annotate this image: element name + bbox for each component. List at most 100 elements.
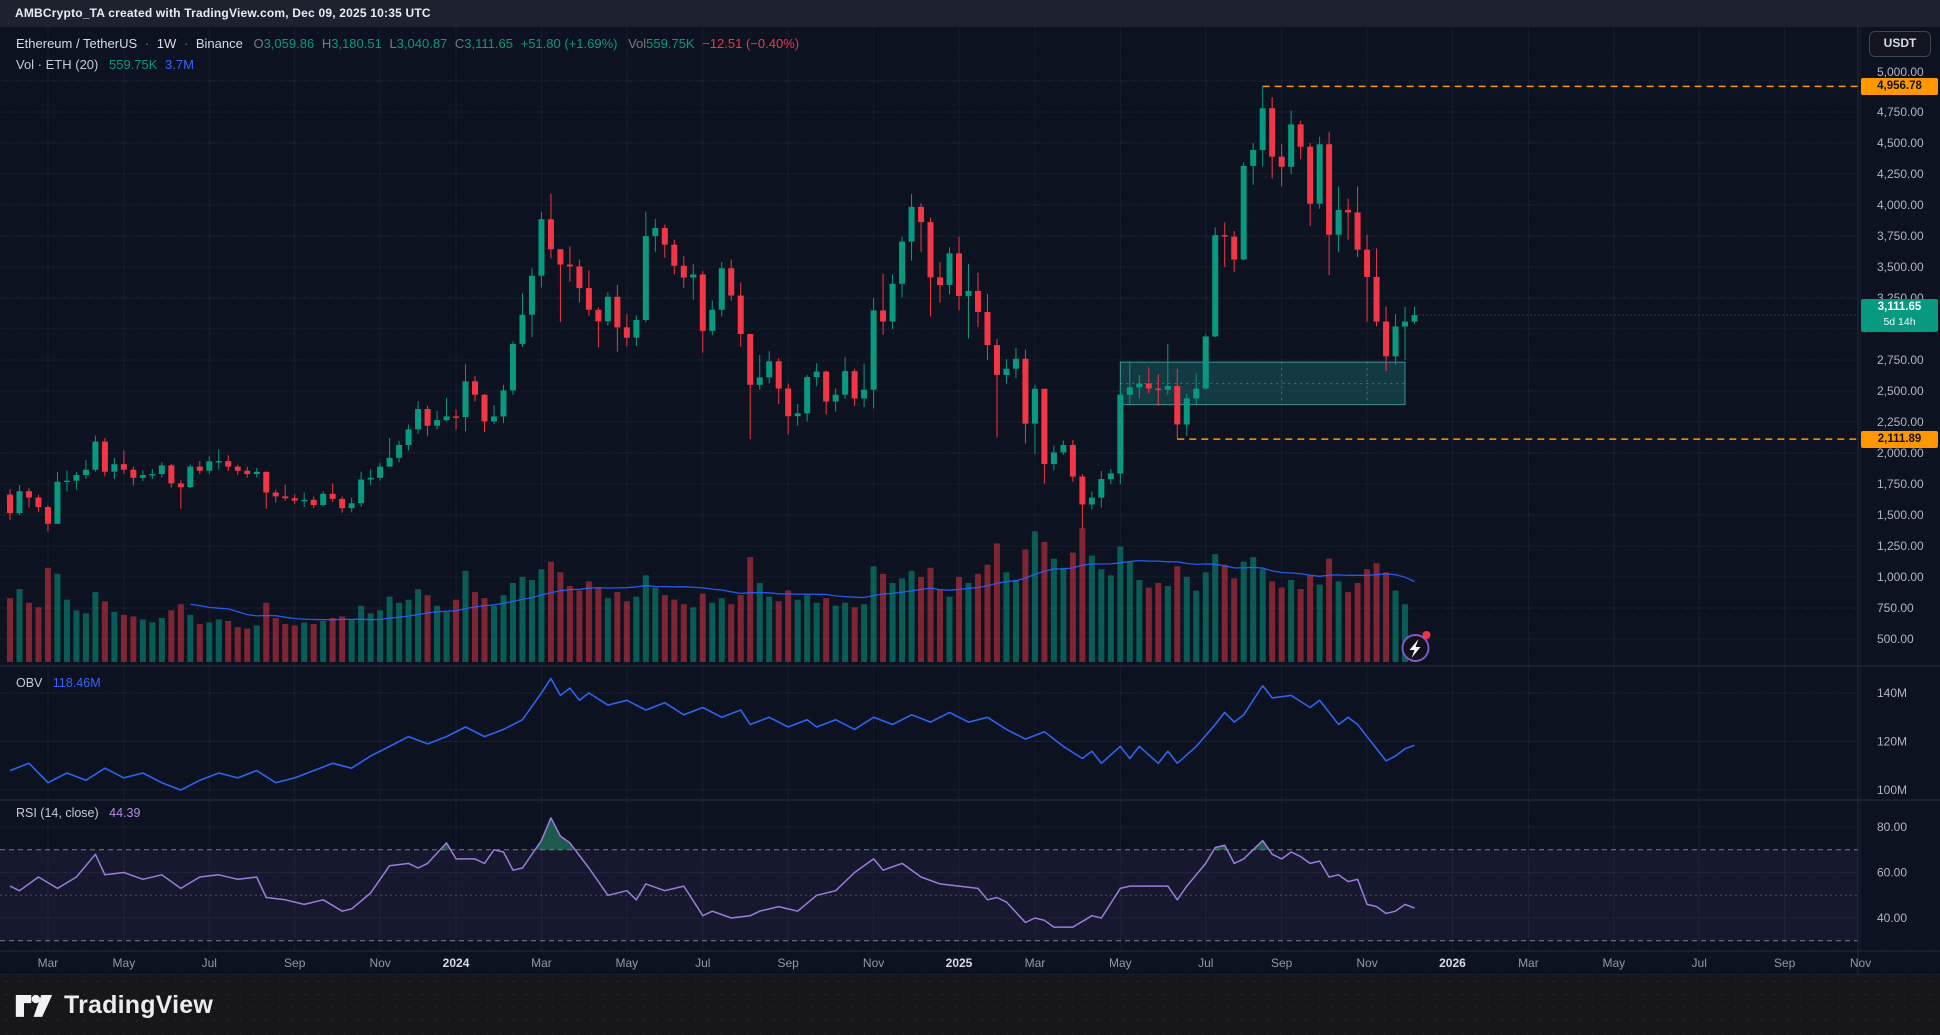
symbol-legend: Ethereum / TetherUS · 1W · Binance O3,05… [16,36,800,51]
time-tick-label: Jul [695,956,710,970]
tradingview-brand-text[interactable]: TradingView [64,990,214,1019]
price-tick-label: 2,750.00 [1877,353,1924,367]
close-value: 3,111.65 [464,36,513,51]
vol-label: Vol [628,36,647,51]
time-tick-label: Nov [1356,956,1377,970]
price-axis[interactable]: 5,000.00 4,750.00 4,500.00 4,250.00 4,000.00… [1877,65,1924,925]
price-tick-label: 4,500.00 [1877,136,1924,150]
tradingview-logo-icon[interactable] [14,989,54,1021]
open-label: O [253,36,264,51]
time-tick-label: 2025 [946,956,973,970]
high-value: 3,180.51 [331,36,382,51]
grid-lines [0,27,1862,951]
close-label: C [454,36,465,51]
price-tick-label: 3,500.00 [1877,260,1924,274]
rsi-overbought-fill [1253,840,1269,850]
volume-study-title: Vol · ETH (20) [16,57,99,72]
time-tick-label: 2024 [443,956,470,970]
price-tick-label: 2,500.00 [1877,384,1924,398]
price-tick-label: 2,000.00 [1877,446,1924,460]
exchange-label[interactable]: Binance [195,36,243,51]
currency-toggle-button[interactable]: USDT [1869,31,1931,57]
time-tick-label: Nov [1850,956,1871,970]
time-tick-label: Sep [284,956,306,970]
obv-value: 118.46M [52,676,101,690]
high-label: H [321,36,332,51]
rsi-band [0,849,1858,941]
time-tick-label: Sep [778,956,800,970]
time-tick-label: Sep [1271,956,1293,970]
vol-change: −12.51 (−0.40%) [702,36,800,51]
rsi-tick-label: 40.00 [1877,911,1907,925]
price-tick-label: 4,750.00 [1877,105,1924,119]
obv-tick-label: 100M [1877,783,1907,797]
support-price-label: 2,111.89 [1861,431,1938,448]
flash-event-icon[interactable] [1401,631,1431,662]
rsi-title: RSI (14, close) [16,806,99,820]
obv-title: OBV [16,676,43,690]
volume-study-value: 559.75K [108,57,158,72]
open-value: 3,059.86 [263,36,315,51]
time-tick-label: Mar [1518,956,1539,970]
rsi-overbought-fill [1213,845,1228,850]
volume-ma-value: 3.7M [165,57,194,72]
price-chart[interactable]: 5,000.00 4,750.00 4,500.00 4,250.00 4,000.00… [0,27,1940,975]
price-tick-label: 1,250.00 [1877,539,1924,553]
low-label: L [389,36,397,51]
time-tick-label: May [1602,956,1625,970]
bar-countdown: 5d 14h [1883,316,1916,328]
price-tick-label: 4,000.00 [1877,198,1924,212]
rsi-overbought-fill [535,817,576,850]
time-axis[interactable]: Mar May Jul Sep Nov 2024 Mar May Jul Sep Nov 2025 Ma… [38,956,1872,970]
time-tick-label: Mar [38,956,59,970]
time-tick-label: Mar [531,956,552,970]
time-tick-label: May [113,956,136,970]
low-value: 3,040.87 [396,36,448,51]
volume-ma-line [190,559,1415,621]
rsi-tick-label: 80.00 [1877,820,1907,834]
time-tick-label: Nov [863,956,884,970]
time-tick-label: Jul [1198,956,1213,970]
time-tick-label: Sep [1774,956,1796,970]
rsi-legend[interactable]: RSI (14, close) 44.39 [16,806,140,820]
price-tick-label: 3,750.00 [1877,229,1924,243]
time-tick-label: Jul [202,956,217,970]
time-tick-label: May [1109,956,1132,970]
attribution-text: AMBCrypto_TA created with TradingView.co… [15,6,431,20]
support-zone-box[interactable] [1119,361,1406,406]
price-tick-label: 500.00 [1877,632,1914,646]
obv-line [9,677,1415,791]
candles [7,86,1418,532]
volume-study-legend[interactable]: Vol · ETH (20) 559.75K 3.7M [16,57,194,72]
ath-price-label: 4,956.78 [1861,78,1938,95]
rsi-line [9,817,1415,928]
time-tick-label: 2026 [1439,956,1466,970]
rsi-overbought-fill [440,842,451,850]
price-tick-label: 750.00 [1877,601,1914,615]
price-tick-label: 5,000.00 [1877,65,1924,79]
price-tick-label: 4,250.00 [1877,167,1924,181]
last-price-label: 3,111.65 5d 14h [1861,299,1938,332]
price-tick-label: 1,750.00 [1877,477,1924,491]
price-tick-label: 2,250.00 [1877,415,1924,429]
interval-label[interactable]: 1W [156,36,177,51]
obv-tick-label: 120M [1877,735,1907,749]
time-tick-label: Jul [1692,956,1707,970]
rsi-value: 44.39 [109,806,141,820]
symbol-title[interactable]: Ethereum / TetherUS [16,36,138,51]
time-tick-label: May [616,956,639,970]
footer-bar: TradingView [0,975,1940,1035]
last-price-value: 3,111.65 [1877,301,1922,313]
obv-legend[interactable]: OBV 118.46M [16,676,101,690]
attribution-bar: AMBCrypto_TA created with TradingView.co… [0,0,1940,27]
change-value: +51.80 (+1.69%) [520,36,618,51]
time-tick-label: Nov [369,956,390,970]
vol-value: 559.75K [646,36,695,51]
price-tick-label: 1,500.00 [1877,508,1924,522]
rsi-tick-label: 60.00 [1877,866,1907,880]
obv-tick-label: 140M [1877,686,1907,700]
time-tick-label: Mar [1025,956,1046,970]
price-tick-label: 1,000.00 [1877,570,1924,584]
volume-bars [7,528,1418,662]
